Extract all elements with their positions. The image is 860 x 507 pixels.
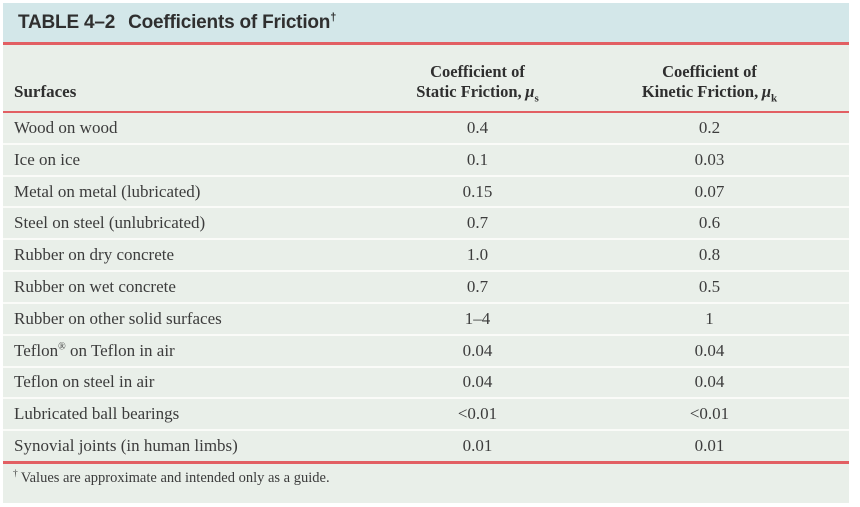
- column-header-static-friction: Coefficient of Static Friction, μs: [416, 62, 539, 105]
- static-friction-value: 0.1: [466, 149, 489, 169]
- static-friction-value: 0.04: [462, 372, 493, 392]
- table-title-bar: TABLE 4–2 Coefficients of Friction†: [3, 3, 849, 42]
- divider-rule-footer: [3, 461, 849, 464]
- kinetic-friction-value: 0.03: [694, 149, 725, 169]
- surface-cell: Rubber on wet concrete: [14, 276, 176, 296]
- footnote-dagger: †: [13, 469, 18, 480]
- column-header-surfaces: Surfaces: [14, 82, 77, 101]
- table-row: Metal on metal (lubricated) 0.15 0.07: [3, 174, 849, 207]
- divider-rule-header: [3, 111, 849, 113]
- surface-cell: Synovial joints (in human limbs): [14, 436, 238, 456]
- static-friction-value: 0.01: [462, 436, 493, 456]
- static-friction-value: 0.4: [466, 117, 489, 137]
- surface-cell: Lubricated ball bearings: [14, 404, 180, 424]
- mu-subscript-k: k: [771, 92, 778, 105]
- kinetic-friction-value: 0.01: [694, 436, 725, 456]
- kinetic-friction-value: 1: [705, 308, 714, 328]
- kinetic-friction-value: 0.04: [694, 372, 725, 392]
- static-friction-value: <0.01: [457, 404, 498, 424]
- table-rows: Wood on wood 0.4 0.2 Ice on ice 0.1 0.03 Metal…: [3, 113, 849, 461]
- footnote-text: Values are approximate and intended only…: [20, 470, 330, 486]
- table-row: Rubber on other solid surfaces 1–4 1: [3, 301, 849, 334]
- friction-table-card: TABLE 4–2 Coefficients of Friction† Surfa…: [3, 3, 849, 503]
- kinetic-friction-value: 0.04: [694, 340, 725, 360]
- table-number-label: TABLE 4–2: [18, 11, 116, 33]
- table-row: Ice on ice 0.1 0.03: [3, 142, 849, 175]
- column-header-kinetic-friction: Coefficient of Kinetic Friction, μk: [641, 62, 778, 105]
- surface-cell: Metal on metal (lubricated): [14, 181, 201, 201]
- table-row: Rubber on dry concrete 1.0 0.8: [3, 238, 849, 270]
- kinetic-friction-value: <0.01: [689, 404, 730, 424]
- static-friction-value: 0.7: [466, 213, 489, 233]
- mu-symbol: μ: [761, 82, 772, 101]
- table-row: Rubber on wet concrete 0.7 0.5: [3, 270, 849, 302]
- table-row: Wood on wood 0.4 0.2: [3, 113, 849, 143]
- kinetic-friction-value: 0.2: [698, 117, 721, 137]
- kinetic-friction-value: 0.8: [698, 245, 721, 265]
- static-friction-value: 0.7: [466, 276, 489, 296]
- table-row: Teflon on steel in air 0.04 0.04: [3, 365, 849, 398]
- kinetic-friction-value: 0.5: [698, 276, 721, 296]
- mu-symbol: μ: [525, 82, 535, 101]
- table-row: Lubricated ball bearings <0.01 <0.01: [3, 397, 849, 429]
- table-footnote: † Values are approximate and intended onl…: [3, 464, 849, 503]
- table-row: Steel on steel (unlubricated) 0.7 0.6: [3, 206, 849, 238]
- table-row: Teflon® on Teflon in air 0.04 0.04: [3, 333, 849, 366]
- registered-trademark-mark: ®: [58, 340, 66, 352]
- mu-subscript-s: s: [534, 92, 539, 105]
- table-title-text: Coefficients of Friction†: [128, 11, 337, 33]
- dagger-mark: †: [330, 11, 337, 24]
- static-friction-value: 1.0: [466, 245, 489, 265]
- surface-cell: Steel on steel (unlubricated): [14, 213, 206, 233]
- surface-cell: Teflon on steel in air: [14, 372, 155, 392]
- surface-cell: Teflon® on Teflon in air: [14, 340, 175, 360]
- surface-cell: Rubber on dry concrete: [14, 245, 175, 265]
- kinetic-friction-value: 0.6: [698, 213, 721, 233]
- surface-cell: Wood on wood: [14, 117, 118, 137]
- static-friction-value: 0.15: [462, 181, 493, 201]
- surface-cell: Rubber on other solid surfaces: [14, 308, 222, 328]
- static-friction-value: 0.04: [462, 340, 493, 360]
- divider-rule-top: [3, 42, 849, 45]
- table-header-row: Surfaces Coefficient of Static Friction,…: [3, 45, 849, 111]
- kinetic-friction-value: 0.07: [694, 181, 725, 201]
- table-row: Synovial joints (in human limbs) 0.01 0.01: [3, 429, 849, 461]
- surface-cell: Ice on ice: [14, 149, 81, 169]
- static-friction-value: 1–4: [464, 308, 491, 328]
